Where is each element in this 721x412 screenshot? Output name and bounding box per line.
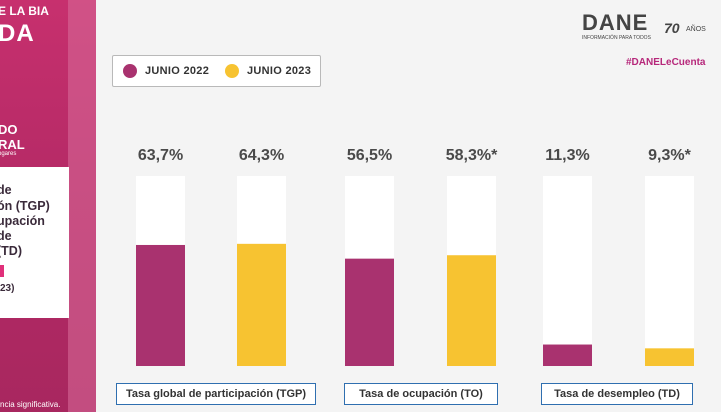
value-label-tgp-2023: 64,3% <box>239 147 284 164</box>
card-line: upación <box>0 214 45 228</box>
bar-td-2022 <box>543 344 592 366</box>
sidebar-panel: E LA BIA DA DO RAL ogares de ón (TGP) up… <box>0 0 96 412</box>
sidebar-card: de ón (TGP) upación de (TD) 23) <box>0 167 69 318</box>
value-label-to-2022: 56,5% <box>347 147 392 164</box>
bar-to-2023 <box>447 255 496 366</box>
sidebar-footnote: ncia significativa. <box>0 400 61 409</box>
value-label-to-2023: 58,3%* <box>446 147 498 164</box>
category-label-td: Tasa de desempleo (TD) <box>541 383 693 405</box>
sidebar-subtitle-2: RAL <box>0 137 25 152</box>
value-label-td-2022: 11,3% <box>545 147 589 164</box>
bar-track-td-2022 <box>543 176 592 366</box>
chart-legend: JUNIO 2022 JUNIO 2023 <box>112 55 321 87</box>
card-line: ón (TGP) <box>0 199 50 213</box>
chart-panel: DANE INFORMACIÓN PARA TODOS 70 AÑOS #DAN… <box>96 0 721 412</box>
sidebar-header-line1: E LA BIA <box>0 4 49 18</box>
card-line: (TD) <box>0 244 22 258</box>
logo-name: DANE <box>582 10 649 35</box>
bar-to-2022 <box>345 258 394 366</box>
sidebar-strip <box>68 0 96 412</box>
bar-td-2023 <box>645 348 694 366</box>
sidebar-header-line2: DA <box>0 20 35 47</box>
value-label-td-2023: 9,3%* <box>648 147 691 164</box>
bar-chart: 63,7% 64,3% 56,5% 58,3%* 11,3% 9,3%* <box>136 147 694 366</box>
legend-swatch-2023 <box>225 64 239 78</box>
logo-tagline: INFORMACIÓN PARA TODOS <box>582 35 651 41</box>
card-accent-bar <box>0 265 4 277</box>
bar-track-td-2023 <box>645 176 694 366</box>
legend-label-2022: JUNIO 2022 <box>145 65 210 77</box>
legend-item-2023: JUNIO 2023 <box>225 64 311 78</box>
logo-years-suffix: AÑOS <box>686 26 706 33</box>
value-label-tgp-2022: 63,7% <box>138 147 183 164</box>
logo-years: 70 <box>664 20 680 36</box>
category-label-tgp: Tasa global de participación (TGP) <box>116 383 316 405</box>
sidebar-subtitle-3: ogares <box>0 151 17 157</box>
legend-item-2022: JUNIO 2022 <box>123 64 209 78</box>
card-line: de <box>0 183 12 197</box>
dane-logo: DANE INFORMACIÓN PARA TODOS 70 AÑOS <box>582 10 712 46</box>
legend-swatch-2022 <box>123 64 137 78</box>
sidebar-subtitle-1: DO <box>0 122 18 137</box>
legend-label-2023: JUNIO 2023 <box>247 65 312 77</box>
bar-tgp-2023 <box>237 243 286 366</box>
card-year: 23) <box>0 283 15 294</box>
category-label-to: Tasa de ocupación (TO) <box>344 383 498 405</box>
card-line: de <box>0 229 12 243</box>
bar-tgp-2022 <box>136 244 185 366</box>
hashtag: #DANELeCuenta <box>626 57 706 68</box>
